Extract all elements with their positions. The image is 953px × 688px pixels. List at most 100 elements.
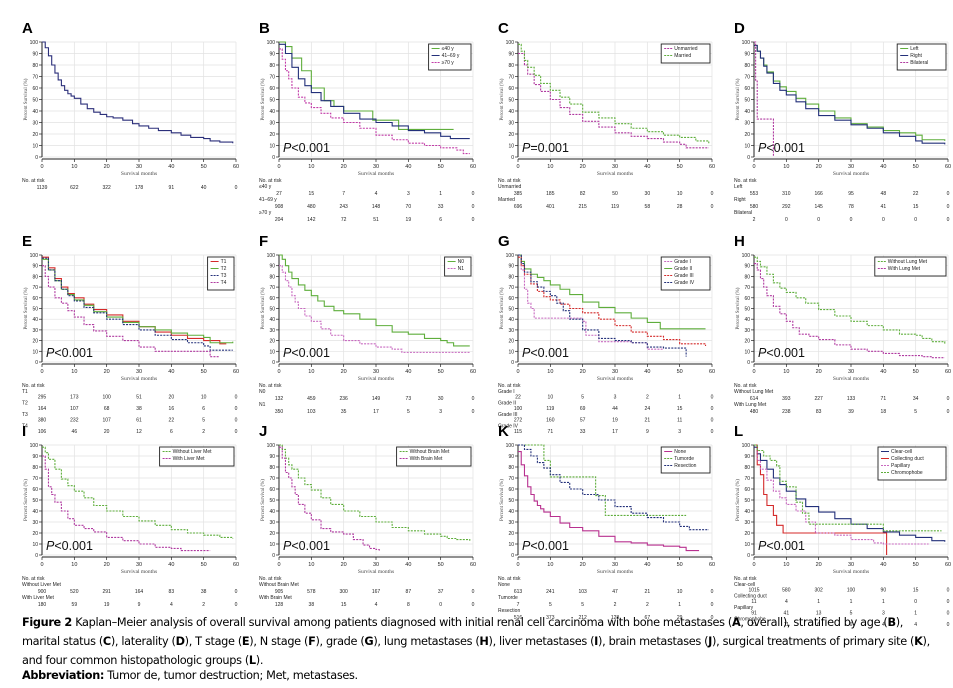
risk-count: 100 <box>847 588 856 594</box>
y-tick-label: 10 <box>744 542 750 548</box>
panel-ref: I <box>594 635 599 648</box>
y-tick-label: 0 <box>747 155 750 161</box>
risk-count: 516 <box>514 615 523 621</box>
x-tick-label: 10 <box>783 164 789 170</box>
survival-curve-1 <box>42 41 234 144</box>
x-tick-label: 60 <box>233 562 239 568</box>
risk-count: 38 <box>201 589 207 595</box>
risk-row-label: Right <box>734 197 746 203</box>
caption-text: ), and four common histopathologic group… <box>22 635 930 667</box>
risk-count: 3 <box>439 409 442 415</box>
y-tick-label: 30 <box>508 121 514 127</box>
y-tick-label: 80 <box>269 63 275 69</box>
x-tick-label: 20 <box>341 164 347 170</box>
y-tick-label: 70 <box>508 75 514 81</box>
x-tick-label: 20 <box>104 562 110 568</box>
risk-count: 83 <box>816 409 822 415</box>
y-axis-label: Percent Survival (%) <box>24 78 29 120</box>
risk-count: 103 <box>307 409 316 415</box>
risk-count: 41 <box>784 611 790 617</box>
risk-count: 27 <box>276 191 282 197</box>
risk-count: 100 <box>102 395 111 401</box>
risk-count: 401 <box>546 204 555 210</box>
risk-count: 5 <box>850 611 853 617</box>
risk-count: 6 <box>817 622 820 628</box>
panel-ref: H <box>479 635 489 648</box>
panel-label: L <box>734 423 744 440</box>
x-tick-label: 60 <box>470 369 476 375</box>
y-tick-label: 40 <box>744 109 750 115</box>
legend-entry: Without Liver Met <box>173 449 213 455</box>
y-tick-label: 100 <box>742 443 751 449</box>
risk-count: 0 <box>817 217 820 223</box>
y-tick-label: 40 <box>32 317 38 323</box>
x-tick-label: 0 <box>40 562 43 568</box>
y-tick-label: 0 <box>747 360 750 366</box>
risk-count: 128 <box>611 615 620 621</box>
p-value: P<0.001 <box>46 346 93 360</box>
risk-count: 614 <box>750 396 759 402</box>
risk-count: 51 <box>373 217 379 223</box>
risk-count: 4 <box>170 602 173 608</box>
x-tick-label: 40 <box>405 562 411 568</box>
km-panel-g: G 0 10 20 30 40 50 60 70 80 90 100 0 10 20 30 40 50 60 Surv… <box>494 233 730 435</box>
risk-count: 0 <box>947 622 950 628</box>
y-tick-label: 90 <box>744 52 750 58</box>
x-tick-label: 60 <box>945 562 951 568</box>
risk-count: 0 <box>947 588 950 594</box>
risk-count: 115 <box>514 429 522 435</box>
legend-entry: ≤40 y <box>442 46 455 52</box>
x-tick-label: 30 <box>612 369 618 375</box>
y-tick-label: 40 <box>269 509 275 515</box>
y-tick-label: 40 <box>269 109 275 115</box>
y-tick-label: 40 <box>508 509 514 515</box>
x-axis-label: Survival months <box>358 569 394 575</box>
x-tick-label: 30 <box>612 562 618 568</box>
abbreviation-text: Tumor de, tumor destruction; Met, metast… <box>104 669 358 682</box>
y-tick-label: 100 <box>267 253 276 259</box>
y-tick-label: 60 <box>508 86 514 92</box>
risk-count: 310 <box>782 191 791 197</box>
panel-label: A <box>22 20 33 37</box>
y-tick-label: 50 <box>744 98 750 104</box>
x-tick-label: 40 <box>405 164 411 170</box>
y-tick-label: 80 <box>269 465 275 471</box>
risk-count: 0 <box>235 406 238 412</box>
risk-table-header: No. at risk <box>259 178 282 184</box>
y-tick-label: 10 <box>32 542 38 548</box>
y-tick-label: 0 <box>35 553 38 559</box>
risk-count: 15 <box>913 204 919 210</box>
x-axis-label: Survival months <box>358 376 394 382</box>
panel-label: E <box>22 233 33 250</box>
survival-curve-3 <box>518 444 709 531</box>
y-tick-label: 50 <box>269 307 275 313</box>
legend-entry: Collecting duct <box>891 456 924 462</box>
y-tick-label: 100 <box>506 443 515 449</box>
x-axis-label: Survival months <box>121 569 157 575</box>
risk-count: 106 <box>38 429 47 435</box>
risk-count: 15 <box>341 602 347 608</box>
x-axis-label: Survival months <box>121 171 157 177</box>
risk-count: 30 <box>645 191 651 197</box>
p-value: P<0.001 <box>758 539 805 553</box>
risk-count: 19 <box>104 602 110 608</box>
legend-entry: None <box>674 449 686 455</box>
risk-count: 3 <box>882 611 885 617</box>
x-tick-label: 10 <box>547 562 553 568</box>
survival-curve-1 <box>279 444 471 541</box>
x-tick-label: 0 <box>277 164 280 170</box>
y-tick-label: 10 <box>744 349 750 355</box>
risk-count: 132 <box>275 396 284 402</box>
legend-entry: With Liver Met <box>173 456 206 462</box>
y-tick-label: 70 <box>508 285 514 291</box>
risk-row-label: Grade IV <box>498 424 519 430</box>
y-tick-label: 40 <box>508 317 514 323</box>
legend-entry: Married <box>674 53 691 59</box>
risk-count: 20 <box>169 395 175 401</box>
abbreviation-label: Abbreviation: <box>22 669 105 682</box>
panel-ref: K <box>914 635 923 648</box>
y-tick-label: 40 <box>32 109 38 115</box>
risk-count: 167 <box>372 589 381 595</box>
y-tick-label: 70 <box>32 476 38 482</box>
